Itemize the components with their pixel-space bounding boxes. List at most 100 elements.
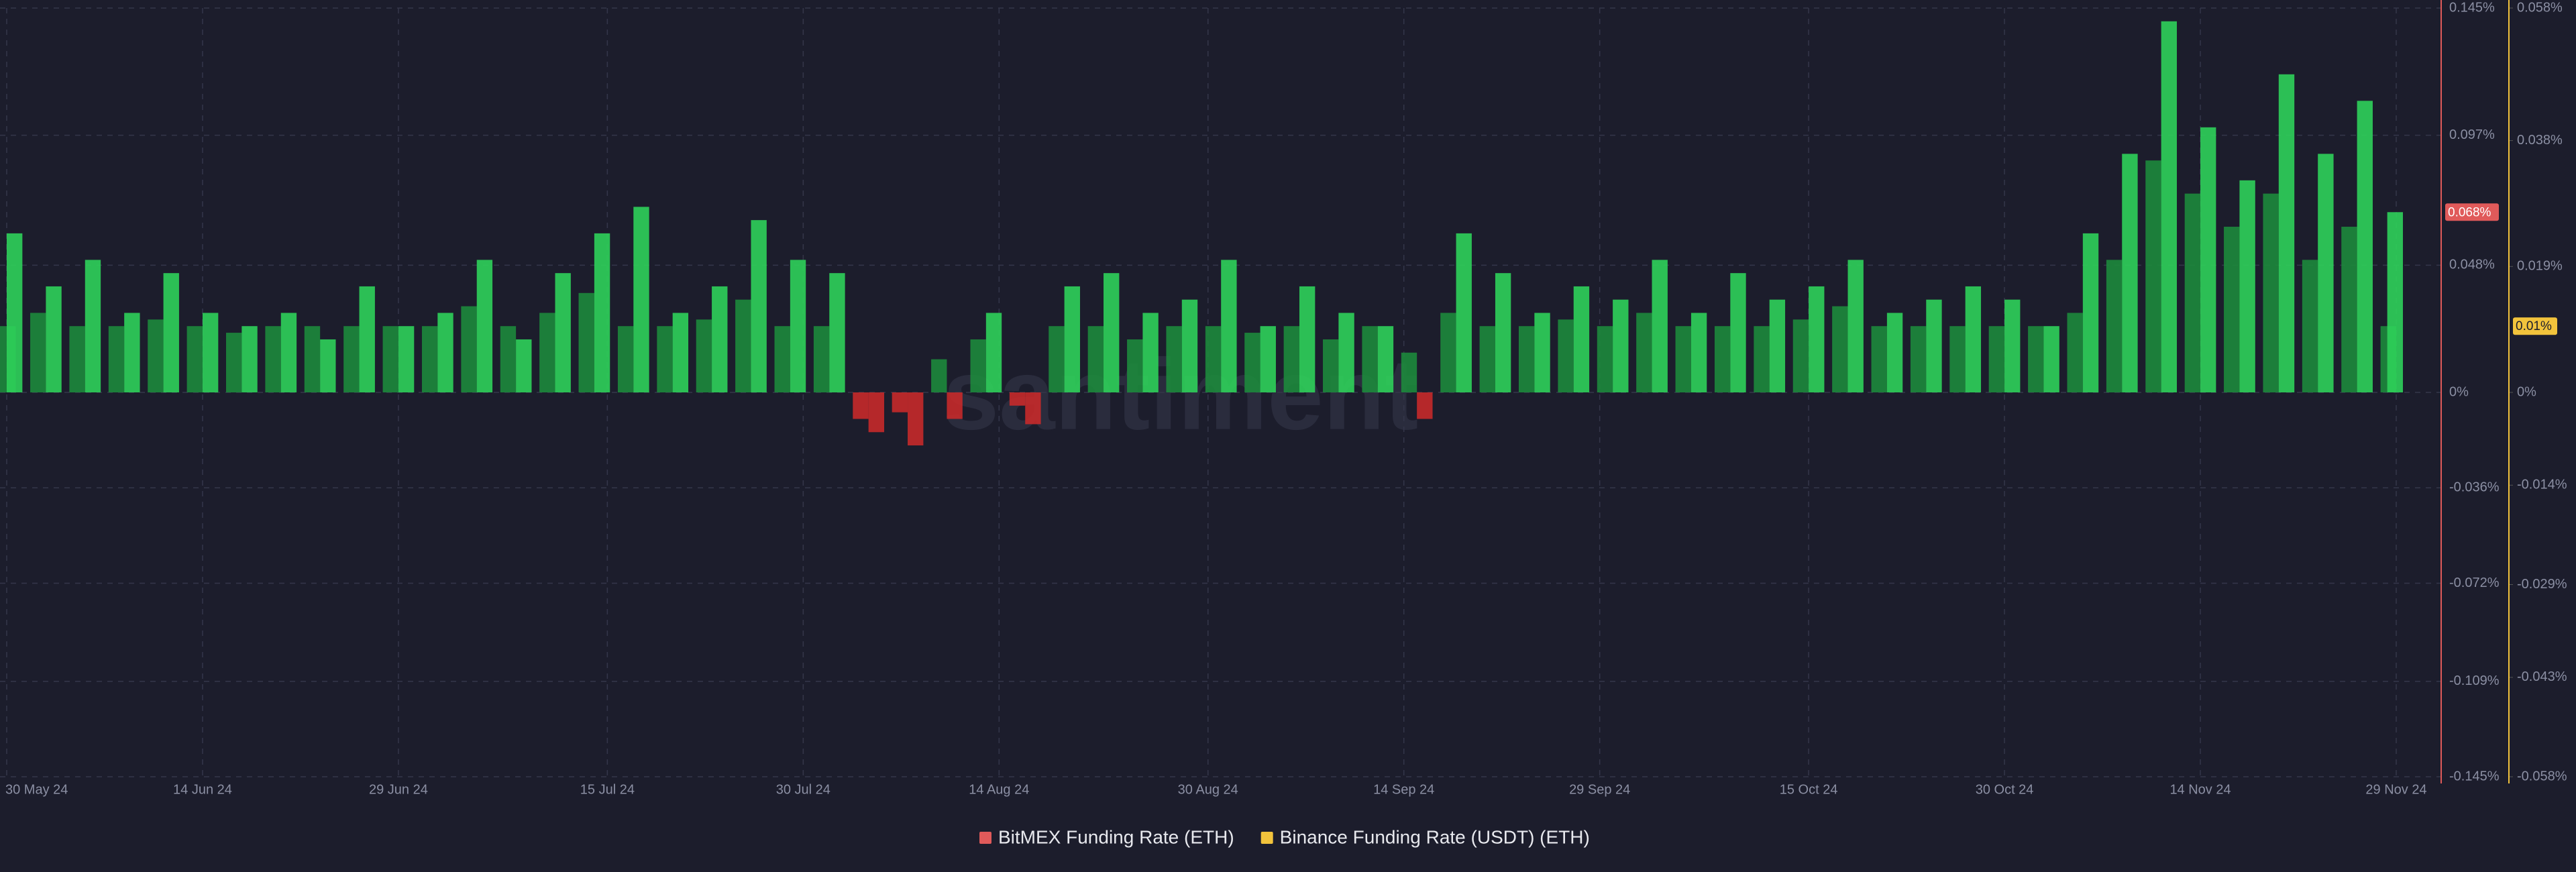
bar (2122, 154, 2138, 392)
bar (1558, 319, 1574, 392)
bar (1244, 333, 1260, 392)
x-tick-label: 29 Jun 24 (369, 782, 428, 797)
bar (202, 313, 219, 392)
bar (2302, 260, 2318, 392)
y-tick-label: 0.048% (2449, 258, 2495, 272)
bar (1910, 326, 1927, 392)
bar (359, 286, 375, 392)
bar (516, 339, 532, 392)
y2-tick-label: 0.038% (2517, 133, 2563, 148)
bar (1636, 313, 1652, 392)
bar (1087, 326, 1104, 392)
bar (2161, 21, 2177, 393)
y-tick-label: 0.097% (2449, 127, 2495, 142)
bar (2387, 212, 2403, 392)
bar (1401, 352, 1417, 392)
bar (2200, 127, 2216, 393)
bar (1181, 299, 1198, 392)
bar (226, 333, 242, 392)
bar (1166, 326, 1182, 392)
bar (892, 392, 908, 413)
legend-swatch (979, 832, 991, 844)
legend: BitMEX Funding Rate (ETH) Binance Funding… (979, 826, 1590, 847)
x-tick-label: 15 Jul 24 (580, 782, 635, 797)
bar (124, 313, 140, 392)
bar (1573, 286, 1590, 392)
bar (1675, 326, 1691, 392)
bar (7, 233, 23, 392)
bar (1597, 326, 1613, 392)
x-tick-label: 14 Sep 24 (1373, 782, 1434, 797)
bar (2239, 180, 2255, 392)
bar (2357, 101, 2373, 392)
bar (2145, 160, 2161, 393)
bar (1377, 326, 1394, 392)
bar (1730, 273, 1746, 392)
bar (1518, 326, 1535, 392)
bar (774, 326, 790, 392)
bar (908, 392, 924, 446)
bar (1049, 326, 1065, 392)
bar (1362, 326, 1378, 392)
bar (1769, 299, 1786, 392)
bar (1260, 326, 1276, 392)
x-tick-label: 14 Nov 24 (2169, 782, 2231, 797)
bar (186, 326, 203, 392)
bar (1104, 273, 1120, 392)
bar (1142, 313, 1159, 392)
bar (163, 273, 179, 392)
y2-tick-label: -0.029% (2517, 577, 2567, 592)
bar (30, 313, 46, 392)
bar (1127, 339, 1143, 392)
bar (751, 220, 767, 392)
bar (1479, 326, 1495, 392)
bar (1064, 286, 1080, 392)
bar (790, 260, 806, 392)
x-tick-label: 14 Aug 24 (969, 782, 1029, 797)
x-tick-label: 14 Jun 24 (173, 782, 232, 797)
bar (1792, 319, 1809, 392)
y2-tick-label: 0% (2517, 384, 2536, 399)
bar (539, 313, 555, 392)
bar (2263, 193, 2279, 392)
current-value-tag: 0.01% (2513, 317, 2557, 335)
bar (265, 326, 281, 392)
bar (735, 299, 751, 392)
bar (148, 319, 164, 392)
bar (1988, 326, 2005, 392)
bar (1205, 326, 1222, 392)
bar (437, 313, 453, 392)
bar (2067, 313, 2083, 392)
tag-label: 0.068% (2448, 205, 2491, 219)
x-tick-label: 29 Nov 24 (2365, 782, 2426, 797)
bar (2043, 326, 2059, 392)
bar (970, 339, 986, 392)
bar (461, 306, 477, 392)
bar (2318, 154, 2334, 392)
bar (2184, 193, 2201, 392)
bar (1847, 260, 1864, 392)
bar (320, 339, 336, 392)
bar (2106, 260, 2123, 392)
bar (2028, 326, 2044, 392)
bar (1832, 306, 1848, 392)
bar (2224, 227, 2240, 392)
bar (421, 326, 438, 392)
bar (343, 326, 360, 392)
bar (1886, 313, 1903, 392)
bar (696, 319, 712, 392)
y2-tick-label: 0.019% (2517, 259, 2563, 274)
bar (657, 326, 673, 392)
y-tick-label: 0.145% (2449, 0, 2495, 15)
y2-tick-label: 0.058% (2517, 0, 2563, 15)
bar (241, 326, 258, 392)
bar (1025, 392, 1041, 425)
bar (1714, 326, 1731, 392)
bar (2004, 299, 2021, 392)
bar (853, 392, 869, 419)
y2-tick-label: -0.043% (2517, 669, 2567, 684)
bar (1871, 326, 1887, 392)
bar (304, 326, 321, 392)
bar (46, 286, 62, 392)
